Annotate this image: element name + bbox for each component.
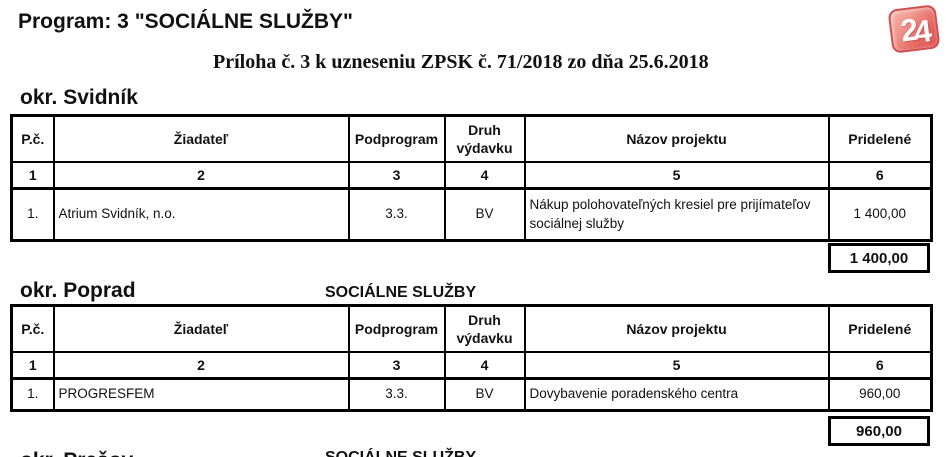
header-pc: P.č. bbox=[10, 114, 55, 163]
colnum-5: 5 bbox=[523, 161, 830, 190]
colnum-2: 2 bbox=[52, 161, 350, 190]
page-title: Program: 3 "SOCIÁLNE SLUŽBY" bbox=[18, 10, 353, 33]
column-number-row: 1 2 3 4 5 6 bbox=[10, 161, 933, 190]
table-row: 1. PROGRESFEM 3.3. BV Dovybavenie porade… bbox=[10, 377, 933, 412]
section-subheading-poprad: SOCIÁLNE SLUŽBY bbox=[325, 284, 477, 301]
header-ziadatel: Žiadateľ bbox=[52, 114, 350, 163]
colnum-3: 3 bbox=[347, 161, 446, 190]
cell-druh: BV bbox=[443, 377, 526, 412]
colnum-6: 6 bbox=[827, 351, 933, 380]
grants-table-svidnik: P.č. Žiadateľ Podprogram Druh výdavku Ná… bbox=[10, 114, 933, 242]
colnum-4: 4 bbox=[443, 351, 526, 380]
section-subheading-presov-cutoff: SOCIÁLNE SLUŽBY bbox=[325, 449, 476, 457]
total-box-svidnik: 1 400,00 bbox=[828, 243, 930, 273]
header-druh-vydavku: Druh výdavku bbox=[443, 304, 526, 353]
table-header-row: P.č. Žiadateľ Podprogram Druh výdavku Ná… bbox=[10, 114, 933, 163]
colnum-6: 6 bbox=[827, 161, 933, 190]
cell-ziadatel: PROGRESFEM bbox=[52, 377, 350, 412]
total-box-poprad: 960,00 bbox=[828, 416, 930, 446]
cell-pc: 1. bbox=[10, 377, 55, 412]
header-pc: P.č. bbox=[10, 304, 55, 353]
cell-nazov: Dovybavenie poradenského centra bbox=[523, 377, 830, 412]
column-number-row: 1 2 3 4 5 6 bbox=[10, 351, 933, 380]
cell-pridelene: 960,00 bbox=[827, 377, 933, 412]
section-heading-poprad: okr. Poprad bbox=[20, 279, 136, 302]
header-podprogram: Podprogram bbox=[347, 304, 446, 353]
grants-table-poprad: P.č. Žiadateľ Podprogram Druh výdavku Ná… bbox=[10, 304, 933, 412]
cell-ziadatel: Atrium Svidník, n.o. bbox=[52, 187, 350, 242]
section-heading-presov-cutoff: okr. Prešov bbox=[20, 449, 133, 457]
cell-podprogram: 3.3. bbox=[347, 377, 446, 412]
tv24-logo-icon: 24 bbox=[887, 4, 941, 54]
colnum-1: 1 bbox=[10, 161, 55, 190]
colnum-3: 3 bbox=[347, 351, 446, 380]
colnum-2: 2 bbox=[52, 351, 350, 380]
header-ziadatel: Žiadateľ bbox=[52, 304, 350, 353]
header-pridelene: Pridelené bbox=[827, 304, 933, 353]
cell-pc: 1. bbox=[10, 187, 55, 242]
cell-podprogram: 3.3. bbox=[347, 187, 446, 242]
section-heading-svidnik: okr. Svidník bbox=[20, 86, 138, 109]
header-pridelene: Pridelené bbox=[827, 114, 933, 163]
header-podprogram: Podprogram bbox=[347, 114, 446, 163]
cell-nazov: Nákup polohovateľných kresiel pre prijím… bbox=[523, 187, 830, 242]
table-header-row: P.č. Žiadateľ Podprogram Druh výdavku Ná… bbox=[10, 304, 933, 353]
attachment-subtitle: Príloha č. 3 k uzneseniu ZPSK č. 71/2018… bbox=[213, 51, 709, 73]
cell-pridelene: 1 400,00 bbox=[827, 187, 933, 242]
header-nazov-projektu: Názov projektu bbox=[523, 114, 830, 163]
header-druh-vydavku: Druh výdavku bbox=[443, 114, 526, 163]
logo-number: 24 bbox=[898, 11, 930, 50]
colnum-5: 5 bbox=[523, 351, 830, 380]
header-nazov-projektu: Názov projektu bbox=[523, 304, 830, 353]
cell-druh: BV bbox=[443, 187, 526, 242]
table-row: 1. Atrium Svidník, n.o. 3.3. BV Nákup po… bbox=[10, 187, 933, 242]
colnum-1: 1 bbox=[10, 351, 55, 380]
colnum-4: 4 bbox=[443, 161, 526, 190]
